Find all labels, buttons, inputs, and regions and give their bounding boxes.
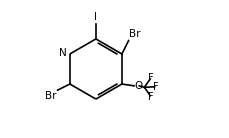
- Text: I: I: [94, 12, 97, 22]
- Text: Br: Br: [45, 91, 57, 101]
- Text: F: F: [153, 82, 158, 92]
- Text: Br: Br: [129, 29, 140, 39]
- Text: F: F: [148, 73, 153, 83]
- Text: N: N: [58, 48, 66, 58]
- Text: F: F: [148, 92, 153, 102]
- Text: O: O: [134, 81, 142, 91]
